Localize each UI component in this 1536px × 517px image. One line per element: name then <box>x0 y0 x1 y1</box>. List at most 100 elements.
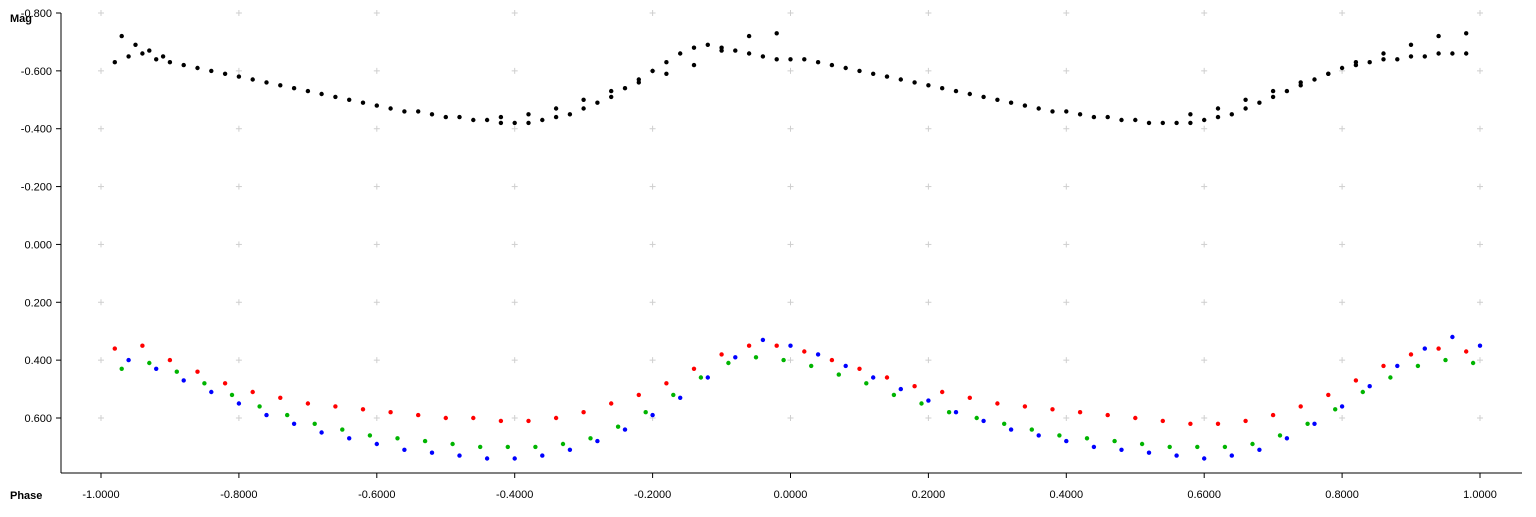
data-point <box>857 68 862 74</box>
data-point <box>498 114 504 120</box>
data-point <box>147 360 152 366</box>
data-point <box>1277 433 1283 438</box>
data-point <box>1326 392 1331 398</box>
data-point <box>609 401 614 406</box>
x-tick-label: 0.4000 <box>1049 489 1083 501</box>
data-point <box>581 106 586 111</box>
data-point <box>1160 418 1166 424</box>
data-point <box>760 337 766 343</box>
data-point <box>919 401 924 406</box>
data-point <box>1188 120 1193 126</box>
data-point <box>1257 447 1262 452</box>
data-point <box>1008 100 1014 105</box>
data-point <box>512 120 517 126</box>
data-point <box>1353 378 1359 383</box>
data-point <box>340 427 345 432</box>
data-point <box>119 366 124 371</box>
data-point <box>953 88 959 94</box>
data-point <box>595 438 600 444</box>
data-point <box>174 369 179 374</box>
x-axis-title: Phase <box>10 490 42 502</box>
data-point <box>416 109 421 114</box>
data-point <box>1112 438 1117 444</box>
data-point <box>746 51 752 56</box>
data-point <box>926 398 931 403</box>
data-point <box>133 42 138 47</box>
data-point <box>1388 375 1393 380</box>
data-point <box>505 444 510 450</box>
data-point <box>1091 114 1097 120</box>
data-point <box>278 83 283 88</box>
data-point <box>678 51 683 56</box>
data-point <box>946 410 952 415</box>
data-point <box>1381 363 1386 369</box>
data-point <box>1064 438 1069 444</box>
data-point <box>422 438 428 444</box>
data-point <box>1415 363 1421 369</box>
data-point <box>1339 65 1345 71</box>
data-point <box>1339 404 1345 409</box>
data-point <box>622 86 628 91</box>
x-tick-label: 0.2000 <box>912 489 946 501</box>
data-point <box>1133 117 1138 123</box>
data-point <box>126 54 131 59</box>
data-point <box>1450 334 1455 340</box>
data-point <box>871 71 876 77</box>
data-point <box>484 117 490 123</box>
data-point <box>140 51 145 56</box>
data-point <box>457 114 462 120</box>
data-point <box>843 363 848 369</box>
data-point <box>553 106 559 111</box>
x-tick-label: 0.8000 <box>1325 489 1359 501</box>
data-point <box>884 74 890 79</box>
data-point <box>540 117 545 123</box>
data-point <box>1174 453 1179 458</box>
data-point <box>864 381 869 386</box>
data-point <box>360 100 366 105</box>
data-point <box>733 48 738 53</box>
data-point <box>1436 51 1441 56</box>
data-point <box>588 436 593 441</box>
data-point <box>650 412 655 418</box>
data-point <box>333 94 338 100</box>
data-point <box>1202 117 1207 123</box>
data-point <box>429 112 435 117</box>
data-point <box>195 65 200 71</box>
data-point <box>678 395 683 400</box>
data-point <box>691 45 697 50</box>
data-point <box>1312 421 1317 426</box>
data-point <box>1257 100 1262 105</box>
data-point <box>1133 415 1138 421</box>
data-point <box>1002 421 1007 426</box>
data-point <box>719 352 724 357</box>
data-point <box>264 412 269 418</box>
data-point <box>181 378 186 383</box>
data-point <box>1022 404 1028 409</box>
data-point <box>1202 456 1207 461</box>
data-point <box>1395 363 1400 369</box>
data-point <box>643 410 648 415</box>
data-point <box>1436 346 1441 351</box>
data-point <box>333 404 338 409</box>
data-point <box>1270 412 1276 418</box>
data-point <box>746 343 752 348</box>
data-point <box>995 401 1000 406</box>
data-point <box>1243 97 1248 103</box>
data-point <box>1270 94 1276 100</box>
data-point <box>222 71 228 77</box>
data-point <box>1381 57 1386 62</box>
data-point <box>181 62 186 68</box>
data-point <box>443 415 448 421</box>
x-tick-label: 1.0000 <box>1463 489 1497 501</box>
data-point <box>450 441 455 447</box>
data-point <box>471 117 476 123</box>
data-point <box>1084 436 1090 441</box>
data-point <box>1036 106 1041 111</box>
data-point <box>650 68 655 74</box>
y-tick-label: -0.800 <box>21 8 52 20</box>
data-point <box>1436 33 1441 39</box>
data-point <box>1470 360 1476 366</box>
data-point <box>526 112 531 117</box>
data-point <box>305 401 311 406</box>
data-point <box>553 114 559 120</box>
